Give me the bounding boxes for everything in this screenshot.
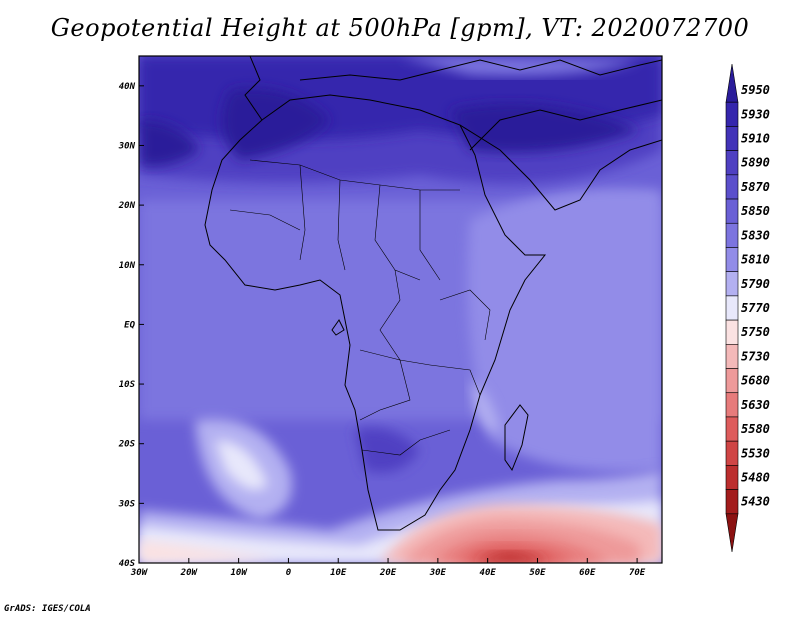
colorbar-swatch [725, 489, 739, 515]
lon-tick-label: 30E [429, 568, 447, 578]
colorbar: 5950 5930 5910 5890 5870 5850 5830 5810 5790 5770… [725, 63, 770, 553]
lat-tick-label: 40S [119, 559, 136, 569]
colorbar-label: 5790 [741, 277, 770, 291]
lon-tick-label: 0 [286, 568, 292, 578]
colorbar-label: 5890 [741, 156, 770, 170]
colorbar-swatch [725, 440, 739, 466]
colorbar-label: 5930 [741, 107, 770, 121]
lat-tick-label: 20S [118, 440, 136, 450]
colorbar-swatch [725, 319, 739, 345]
colorbar-swatch [725, 101, 739, 127]
map-title: Geopotential Height at 500hPa [gpm], VT:… [50, 14, 750, 42]
longitude-axis: 30W 20W 10W 0 10E 20E 30E 40E 50E 60E 70E [130, 558, 646, 578]
country-borders [229, 159, 491, 456]
colorbar-swatch [725, 271, 739, 297]
colorbar-label: 5730 [741, 349, 770, 363]
lon-tick-label: 10E [330, 568, 347, 578]
colorbar-label: 5870 [741, 180, 770, 194]
lat-tick-label: 30S [118, 499, 136, 509]
colorbar-label: 5480 [741, 470, 770, 484]
colorbar-label: 5630 [741, 398, 770, 412]
lat-tick-label: 10N [119, 261, 136, 271]
lat-tick-label: EQ [124, 320, 135, 330]
height-field [139, 56, 662, 563]
colorbar-label: 5430 [741, 495, 770, 509]
colorbar-swatch [725, 198, 739, 224]
latitude-axis: 40S 30S 20S 10S EQ 10N 20N 30N 40N [118, 82, 144, 569]
coastlines [204, 56, 662, 531]
colorbar-swatch [725, 63, 739, 103]
colorbar-label: 5850 [741, 204, 770, 218]
colorbar-swatch [725, 392, 739, 418]
colorbar-swatch [725, 416, 739, 442]
colorbar-swatch [725, 465, 739, 490]
colorbar-swatch [725, 344, 739, 369]
colorbar-label: 5580 [741, 422, 770, 436]
lat-tick-label: 20N [118, 201, 136, 211]
lat-tick-label: 10S [119, 380, 136, 390]
colorbar-swatch [725, 513, 739, 553]
plot-frame [138, 55, 663, 564]
lat-tick-label: 30N [118, 141, 136, 151]
colorbar-swatch [725, 222, 739, 248]
colorbar-label: 5950 [741, 83, 770, 97]
colorbar-label: 5530 [741, 446, 770, 460]
colorbar-label: 5680 [741, 374, 770, 388]
lat-tick-label: 40N [119, 82, 136, 92]
colorbar-label: 5810 [741, 253, 770, 267]
colorbar-swatch [725, 174, 739, 200]
lon-tick-label: 70E [629, 568, 646, 578]
lon-tick-label: 40E [480, 568, 497, 578]
colorbar-swatch [725, 368, 739, 394]
colorbar-swatch [725, 247, 739, 272]
lon-tick-label: 60E [579, 568, 596, 578]
colorbar-label: 5770 [741, 301, 770, 315]
lon-tick-label: 20E [379, 568, 397, 578]
credit-text: GrADS: IGES/COLA [4, 604, 91, 614]
colorbar-label: 5910 [741, 132, 770, 146]
colorbar-swatch [725, 295, 739, 321]
colorbar-label: 5750 [741, 325, 770, 339]
colorbar-swatch [725, 150, 739, 176]
lon-tick-label: 20W [180, 568, 199, 578]
lon-tick-label: 30W [130, 568, 149, 578]
colorbar-label: 5830 [741, 228, 770, 242]
lon-tick-label: 10W [230, 568, 248, 578]
colorbar-swatch [725, 126, 739, 151]
lon-tick-label: 50E [529, 568, 546, 578]
